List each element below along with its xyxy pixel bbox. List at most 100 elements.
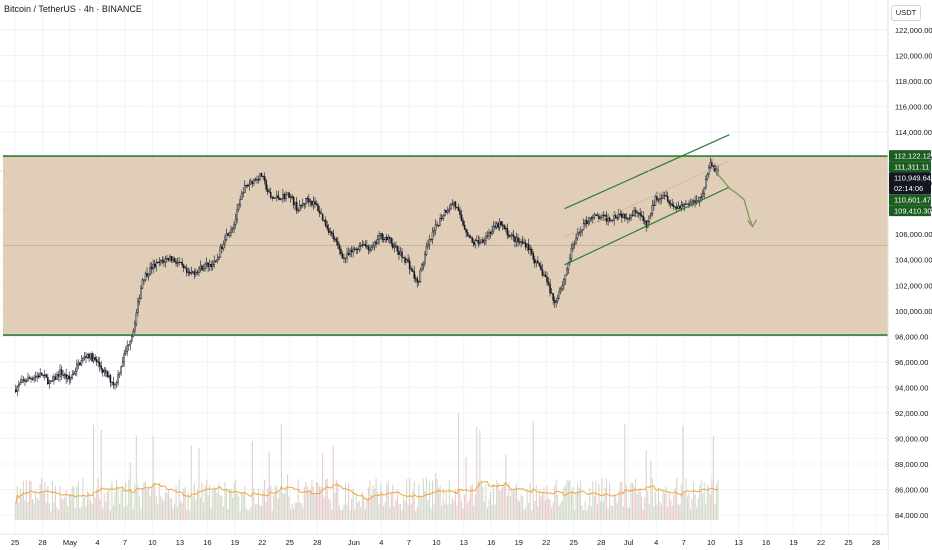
- candle-body: [147, 273, 150, 277]
- time-axis[interactable]: 25 28 May 4 7 10 13 16 19 22 25 28 Jun 4 7 10 13 16 19 22 25…: [0, 533, 888, 550]
- volume-bar: [419, 495, 421, 520]
- volume-bar: [22, 480, 24, 520]
- candle-body: [364, 244, 367, 246]
- volume-bar: [80, 506, 82, 520]
- candle-body: [77, 362, 80, 366]
- volume-bar: [279, 491, 281, 520]
- time-tick-label: Jun: [348, 538, 360, 547]
- volume-bar: [659, 501, 661, 520]
- volume-bar: [67, 506, 69, 520]
- candle-body: [680, 204, 683, 209]
- volume-bar: [276, 486, 278, 520]
- drawings[interactable]: [0, 134, 888, 266]
- volume-bar: [523, 509, 525, 520]
- candle-body: [247, 185, 249, 187]
- volume-bar: [691, 498, 693, 520]
- volume-bar: [490, 491, 492, 520]
- volume-bar: [515, 483, 518, 520]
- candle-body: [633, 210, 635, 216]
- candle-body: [187, 271, 190, 273]
- volume-bar: [390, 493, 392, 520]
- candle-body: [146, 273, 148, 277]
- candle-body: [414, 278, 417, 280]
- volume-bar: [525, 507, 527, 520]
- time-tick-label: May: [63, 538, 77, 547]
- volume-bar: [535, 485, 537, 520]
- candle-body: [596, 215, 599, 217]
- candle-body: [706, 174, 709, 180]
- volume-bar: [354, 509, 356, 520]
- volume-bar: [575, 491, 577, 520]
- price-label-text: 109,410.30: [894, 207, 932, 216]
- volume-bar: [241, 492, 243, 520]
- candle-body: [95, 359, 98, 363]
- volume-bar: [386, 484, 388, 520]
- volume-bar: [387, 480, 389, 520]
- volume-bar: [218, 483, 220, 520]
- volume-bar: [282, 492, 284, 520]
- volume-bar: [668, 493, 670, 520]
- volume-bar: [563, 487, 565, 520]
- volume-bar: [44, 481, 46, 520]
- volume-bar: [47, 486, 49, 520]
- volume-bar: [317, 482, 319, 520]
- volume-bar: [425, 477, 427, 520]
- candle-body: [547, 281, 550, 285]
- volume-bar: [595, 481, 597, 520]
- candle-body: [355, 248, 357, 251]
- candle-body: [679, 205, 681, 209]
- candle-body: [111, 381, 113, 383]
- volume-bar: [302, 507, 304, 520]
- volume-bar: [633, 486, 635, 520]
- volume-bar: [615, 495, 617, 520]
- candle-body: [280, 198, 283, 201]
- volume-bar: [540, 496, 542, 520]
- candle-body: [312, 201, 315, 206]
- candle-body: [556, 298, 559, 302]
- candle-body: [524, 242, 527, 248]
- volume-bar: [122, 488, 124, 520]
- price-tick-label: 104,000.00: [895, 256, 932, 265]
- candle-body: [115, 382, 118, 385]
- volume-bar: [583, 510, 585, 520]
- volume-bar: [35, 490, 37, 520]
- volume-bar: [228, 489, 231, 520]
- volume-bar: [413, 481, 415, 520]
- price-label-text: 110,601.47: [894, 196, 931, 205]
- candle-body: [686, 203, 689, 205]
- candle-body: [121, 361, 124, 368]
- candle-body: [558, 291, 561, 299]
- candle-body: [657, 199, 660, 201]
- candle-body: [349, 250, 351, 255]
- price-tick-label: 100,000.00: [895, 307, 932, 316]
- candle-body: [393, 245, 396, 248]
- price-axis[interactable]: 84,000.00 86,000.00 88,000.00 90,000.00 92,0…: [887, 0, 932, 550]
- candle-body: [137, 301, 139, 314]
- candle-body: [552, 293, 554, 301]
- volume-bar: [91, 503, 93, 520]
- volume-bar: [427, 500, 429, 520]
- candle-body: [448, 208, 451, 211]
- candle-body: [515, 237, 518, 242]
- candle-body: [674, 206, 677, 208]
- price-tick-label: 88,000.00: [895, 460, 928, 469]
- volume-bar: [169, 497, 171, 520]
- volume-bar: [558, 505, 560, 520]
- candle-body: [276, 195, 278, 198]
- volume-bar: [577, 483, 579, 520]
- volume-bar: [125, 482, 127, 520]
- volume-bar: [334, 493, 336, 520]
- candle-body: [497, 223, 499, 228]
- candle-body: [430, 238, 432, 241]
- candle-body: [347, 252, 350, 255]
- volume-bar: [148, 486, 150, 520]
- candle-body: [94, 357, 96, 360]
- volume-bar: [627, 507, 629, 520]
- currency-button[interactable]: USDT: [891, 5, 921, 21]
- candle-body: [169, 256, 171, 261]
- candle-body: [71, 374, 74, 378]
- candle-body: [346, 252, 348, 259]
- candle-body: [105, 370, 107, 373]
- volume-bar: [715, 484, 718, 520]
